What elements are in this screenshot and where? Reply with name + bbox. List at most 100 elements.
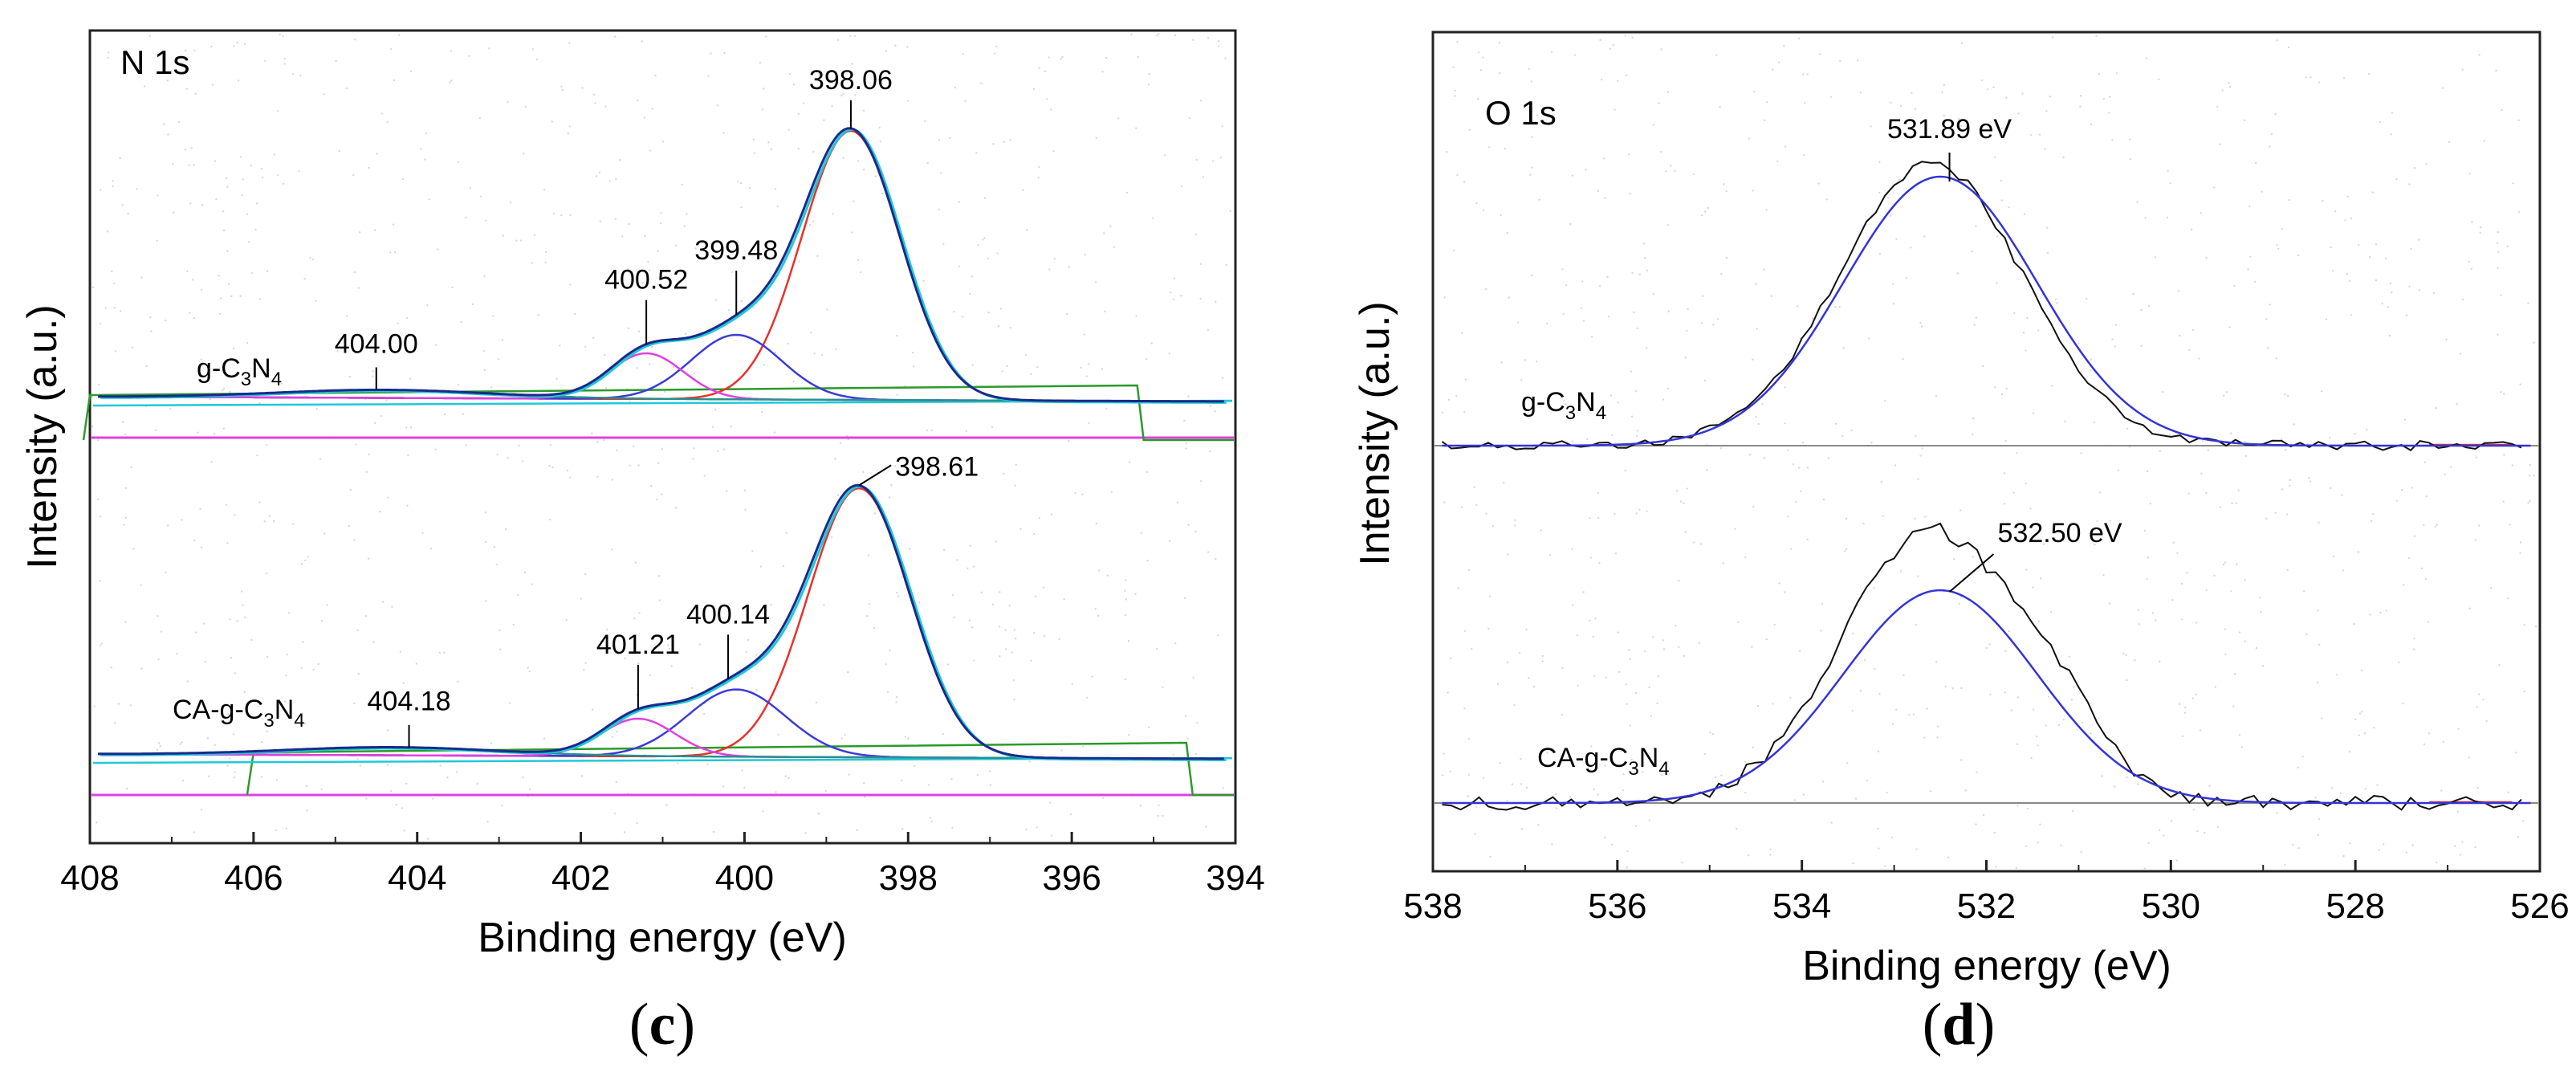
texture-dot: [2284, 863, 2286, 866]
texture-dot: [1806, 467, 1809, 469]
texture-dot: [2163, 834, 2165, 837]
texture-dot: [125, 788, 128, 790]
texture-dot: [355, 443, 357, 446]
texture-dot: [1833, 306, 1837, 308]
texture-dot: [434, 344, 437, 347]
texture-dot: [405, 316, 409, 320]
texture-dot: [657, 250, 659, 252]
texture-dot: [104, 307, 107, 309]
texture-dot: [2330, 787, 2334, 789]
texture-dot: [2269, 304, 2272, 306]
texture-dot: [195, 631, 197, 634]
texture-dot: [1581, 280, 1584, 283]
texture-dot: [2137, 783, 2139, 785]
texture-dot: [2372, 512, 2375, 516]
texture-dot: [1765, 101, 1768, 104]
texture-dot: [1748, 137, 1751, 140]
peak-label: 400.52: [604, 265, 688, 296]
texture-dot: [280, 382, 283, 385]
texture-dot: [1180, 295, 1182, 297]
texture-dot: [335, 59, 337, 63]
texture-dot: [93, 705, 96, 707]
texture-dot: [398, 34, 401, 36]
texture-dot: [1702, 295, 1704, 297]
texture-dot: [2276, 812, 2278, 814]
texture-dot: [91, 425, 94, 428]
texture-dot: [373, 422, 376, 425]
texture-dot: [364, 615, 368, 618]
texture-dot: [266, 572, 268, 575]
texture-dot: [502, 234, 504, 237]
texture-dot: [2478, 693, 2480, 695]
texture-dot: [2016, 804, 2019, 806]
texture-dot: [258, 402, 261, 405]
texture-dot: [740, 300, 743, 303]
texture-dot: [2507, 791, 2509, 794]
texture-dot: [1200, 479, 1203, 483]
texture-dot: [1094, 281, 1097, 283]
texture-dot: [731, 271, 734, 273]
texture-dot: [703, 257, 706, 260]
texture-dot: [1670, 165, 1672, 167]
texture-dot: [1674, 169, 1676, 173]
texture-dot: [1463, 181, 1466, 183]
texture-dot: [107, 56, 110, 59]
texture-dot: [999, 655, 1001, 658]
texture-dot: [194, 92, 197, 96]
texture-dot: [2025, 845, 2028, 848]
texture-dot: [1068, 266, 1071, 268]
texture-dot: [906, 100, 910, 102]
texture-dot: [1134, 593, 1137, 595]
texture-dot: [2169, 182, 2171, 185]
texture-dot: [727, 309, 730, 312]
texture-dot: [1117, 117, 1120, 120]
texture-dot: [2114, 345, 2116, 348]
texture-dot: [229, 390, 231, 393]
texture-dot: [568, 125, 572, 128]
texture-dot: [2349, 842, 2351, 845]
texture-dot: [627, 268, 629, 271]
texture-dot: [2385, 609, 2388, 612]
texture-dot: [1224, 57, 1227, 59]
texture-dot: [930, 820, 933, 822]
texture-dot: [773, 431, 776, 434]
sample-label-subscript: 4: [271, 369, 282, 390]
texture-dot: [1920, 325, 1923, 328]
texture-dot: [1902, 674, 1905, 677]
texture-dot: [2195, 693, 2197, 696]
texture-dot: [817, 813, 820, 815]
texture-dot: [315, 300, 317, 303]
texture-dot: [1959, 759, 1963, 761]
texture-dot: [567, 132, 570, 135]
texture-dot: [2405, 851, 2408, 854]
texture-dot: [1454, 95, 1456, 97]
texture-dot: [1071, 683, 1074, 686]
texture-dot: [1895, 238, 1898, 240]
texture-dot: [1755, 415, 1757, 418]
texture-dot: [2468, 756, 2470, 759]
texture-dot: [2398, 661, 2400, 664]
texture-dot: [643, 116, 645, 119]
texture-dot: [2144, 217, 2147, 219]
texture-dot: [1798, 650, 1801, 652]
texture-dot: [359, 764, 362, 767]
texture-dot: [2293, 423, 2295, 426]
texture-dot: [862, 109, 865, 112]
texture-dot: [908, 548, 911, 550]
texture-dot: [1806, 538, 1809, 541]
texture-dot: [2412, 648, 2415, 650]
texture-dot: [2459, 353, 2462, 355]
sample-label-part: N: [1576, 387, 1596, 418]
texture-dot: [113, 282, 116, 285]
sample-label-part: CA-g-C: [1537, 743, 1628, 773]
texture-dot: [706, 763, 709, 765]
texture-dot: [483, 275, 486, 278]
texture-dot: [2342, 854, 2345, 858]
texture-dot: [2082, 721, 2084, 724]
texture-dot: [2318, 521, 2320, 524]
texture-dot: [927, 784, 930, 786]
texture-dot: [2503, 454, 2505, 456]
texture-dot: [2331, 269, 2334, 272]
texture-dot: [2528, 475, 2531, 477]
texture-dot: [1506, 661, 1509, 663]
